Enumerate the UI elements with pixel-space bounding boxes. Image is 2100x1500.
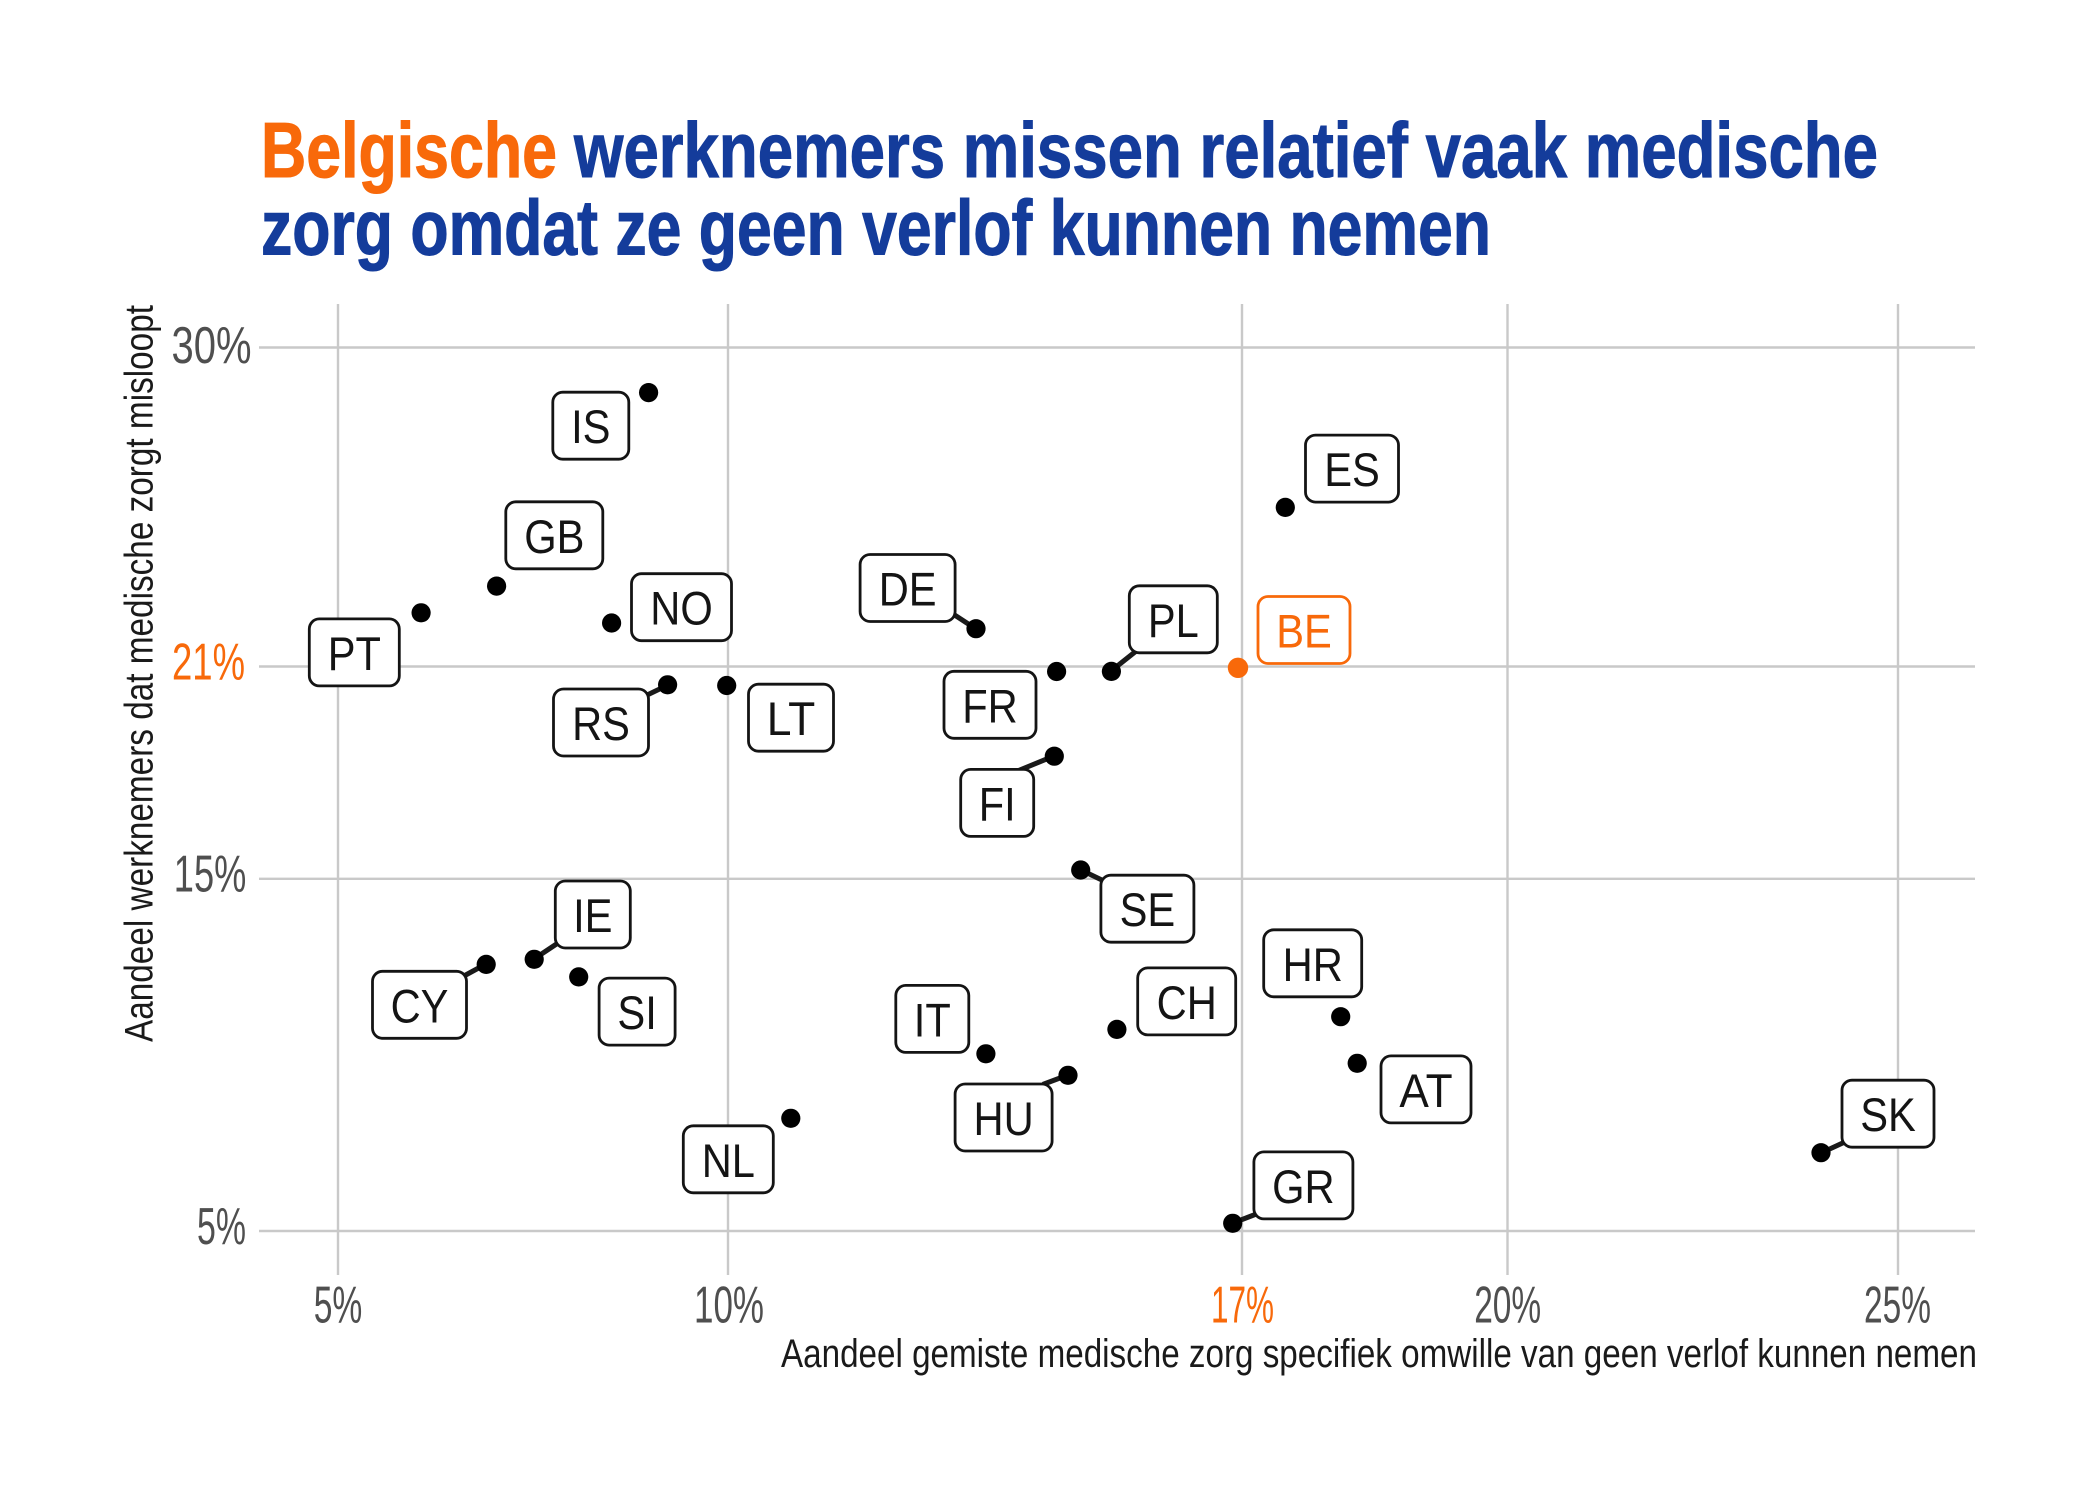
svg-text:5%: 5%	[314, 1276, 363, 1334]
svg-text:20%: 20%	[1474, 1276, 1541, 1334]
svg-text:IS: IS	[571, 401, 610, 454]
svg-text:30%: 30%	[172, 316, 252, 374]
svg-text:CY: CY	[391, 980, 449, 1033]
svg-text:5%: 5%	[197, 1197, 246, 1255]
svg-text:15%: 15%	[174, 844, 247, 902]
svg-text:10%: 10%	[694, 1276, 764, 1334]
svg-text:BE: BE	[1276, 606, 1332, 659]
svg-text:25%: 25%	[1864, 1276, 1931, 1334]
svg-text:DE: DE	[879, 564, 937, 617]
svg-text:SE: SE	[1120, 884, 1176, 937]
svg-text:HR: HR	[1283, 939, 1343, 992]
svg-text:HU: HU	[974, 1093, 1034, 1146]
svg-text:Belgische: Belgische	[261, 106, 557, 194]
svg-text:LT: LT	[767, 693, 816, 746]
svg-text:FI: FI	[979, 778, 1016, 831]
svg-text:CH: CH	[1157, 977, 1217, 1030]
svg-text:SI: SI	[617, 987, 656, 1040]
svg-text:Aandeel gemiste medische zorg: Aandeel gemiste medische zorg specifiek …	[781, 1332, 1977, 1376]
svg-text:GB: GB	[524, 511, 584, 564]
svg-text:17%: 17%	[1211, 1276, 1274, 1334]
svg-text:PT: PT	[328, 628, 381, 681]
svg-text:ES: ES	[1324, 444, 1380, 497]
svg-text:IT: IT	[914, 994, 951, 1047]
svg-text:RS: RS	[572, 698, 630, 751]
svg-text:SK: SK	[1860, 1089, 1916, 1142]
svg-text:AT: AT	[1399, 1065, 1452, 1118]
svg-text:Aandeel werknemers dat medisch: Aandeel werknemers dat medische zorgt mi…	[118, 305, 162, 1042]
svg-text:werknemers missen relatief vaa: werknemers missen relatief vaak medische	[573, 106, 1878, 194]
svg-text:PL: PL	[1148, 595, 1199, 648]
svg-text:GR: GR	[1272, 1161, 1335, 1214]
svg-text:zorg omdat ze geen verlof kunn: zorg omdat ze geen verlof kunnen nemen	[261, 184, 1491, 272]
svg-text:FR: FR	[962, 680, 1018, 733]
svg-text:NO: NO	[650, 583, 713, 636]
svg-text:NL: NL	[702, 1135, 755, 1188]
svg-text:IE: IE	[573, 890, 612, 943]
svg-text:21%: 21%	[172, 633, 245, 691]
